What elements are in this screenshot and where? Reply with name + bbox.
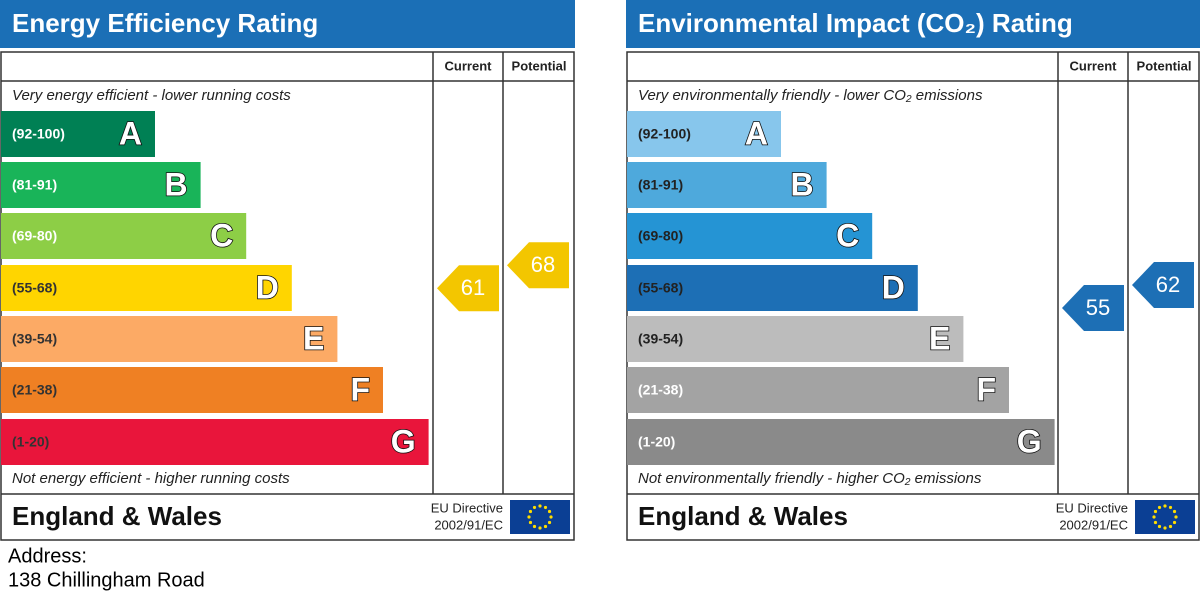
band-letter: G bbox=[1017, 423, 1042, 459]
rating-value: 61 bbox=[461, 275, 485, 300]
band-letter: A bbox=[745, 115, 768, 151]
rating-band bbox=[627, 213, 873, 259]
eu-star bbox=[549, 515, 553, 519]
bottom-caption: Not energy efficient - higher running co… bbox=[12, 470, 290, 487]
address-line: 138 Chillingham Road bbox=[8, 569, 205, 591]
address-label: Address: bbox=[8, 545, 87, 567]
eu-star bbox=[1153, 509, 1158, 514]
eu-star bbox=[547, 520, 552, 525]
band-range: (1-20) bbox=[638, 434, 675, 450]
rating-band bbox=[1, 367, 383, 413]
eu-star bbox=[1174, 515, 1178, 519]
panel-title: Environmental Impact (CO₂) Rating bbox=[638, 8, 1073, 38]
rating-value: 55 bbox=[1086, 295, 1110, 320]
eu-star bbox=[1168, 505, 1173, 510]
panel: Environmental Impact (CO₂) Rating Current… bbox=[626, 0, 1200, 541]
directive-line: EU Directive bbox=[1056, 500, 1128, 515]
band-letter: D bbox=[256, 269, 279, 305]
band-letter: C bbox=[836, 217, 859, 253]
band-letter: F bbox=[350, 371, 370, 407]
eu-star bbox=[532, 505, 537, 510]
column-header: Potential bbox=[512, 58, 567, 73]
eu-star bbox=[532, 524, 537, 529]
eu-star bbox=[1168, 524, 1173, 529]
band-letter: F bbox=[976, 371, 996, 407]
rating-band bbox=[1, 419, 429, 465]
title-bar bbox=[626, 0, 1200, 48]
eu-star bbox=[543, 524, 548, 529]
band-letter: E bbox=[303, 320, 324, 356]
eu-star bbox=[1153, 520, 1158, 525]
band-range: (69-80) bbox=[638, 228, 683, 244]
column-header: Potential bbox=[1137, 58, 1192, 73]
band-letter: G bbox=[391, 423, 416, 459]
band-range: (1-20) bbox=[12, 434, 49, 450]
directive-line: 2002/91/EC bbox=[434, 517, 503, 532]
eu-star bbox=[1157, 524, 1162, 529]
eu-star bbox=[1163, 504, 1167, 508]
top-caption: Very energy efficient - lower running co… bbox=[12, 87, 291, 104]
eu-star bbox=[1163, 526, 1167, 530]
eu-star bbox=[528, 520, 533, 525]
band-range: (21-38) bbox=[638, 382, 683, 398]
column-header: Current bbox=[445, 58, 493, 73]
rating-band bbox=[627, 367, 1009, 413]
rating-arrow bbox=[437, 265, 499, 312]
eu-star bbox=[1172, 509, 1177, 514]
band-range: (81-91) bbox=[12, 177, 57, 193]
eu-star bbox=[547, 509, 552, 514]
panel-title: Energy Efficiency Rating bbox=[12, 8, 318, 38]
band-letter: D bbox=[882, 269, 905, 305]
eu-star bbox=[538, 526, 542, 530]
eu-star bbox=[527, 515, 531, 519]
rating-band bbox=[627, 162, 827, 208]
bottom-caption: Not environmentally friendly - higher CO… bbox=[638, 470, 982, 487]
band-range: (92-100) bbox=[12, 126, 65, 142]
band-range: (55-68) bbox=[12, 280, 57, 296]
rating-band bbox=[627, 419, 1055, 465]
eu-star bbox=[543, 505, 548, 510]
rating-arrow bbox=[507, 242, 569, 289]
band-range: (39-54) bbox=[638, 331, 683, 347]
column-header: Current bbox=[1070, 58, 1118, 73]
directive-line: EU Directive bbox=[431, 500, 503, 515]
title-bar bbox=[0, 0, 575, 48]
rating-band bbox=[1, 162, 201, 208]
rating-value: 68 bbox=[531, 252, 555, 277]
rating-band bbox=[627, 316, 964, 362]
rating-band bbox=[627, 111, 781, 157]
band-letter: E bbox=[929, 320, 950, 356]
eu-star bbox=[1157, 505, 1162, 510]
band-range: (69-80) bbox=[12, 228, 57, 244]
eu-star bbox=[1172, 520, 1177, 525]
top-caption: Very environmentally friendly - lower CO… bbox=[638, 87, 983, 104]
eu-star bbox=[528, 509, 533, 514]
band-range: (39-54) bbox=[12, 331, 57, 347]
eu-star bbox=[1152, 515, 1156, 519]
band-letter: C bbox=[210, 217, 233, 253]
band-letter: B bbox=[790, 166, 813, 202]
band-letter: A bbox=[119, 115, 142, 151]
band-letter: B bbox=[164, 166, 187, 202]
rating-band bbox=[1, 213, 247, 259]
band-range: (55-68) bbox=[638, 280, 683, 296]
rating-arrow bbox=[1062, 285, 1124, 332]
rating-band bbox=[1, 265, 292, 311]
rating-arrow bbox=[1132, 262, 1194, 309]
band-range: (92-100) bbox=[638, 126, 691, 142]
panel: Energy Efficiency Rating Current Potential… bbox=[0, 0, 575, 541]
footer-region: England & Wales bbox=[638, 501, 848, 531]
directive-line: 2002/91/EC bbox=[1059, 517, 1128, 532]
rating-value: 62 bbox=[1156, 272, 1180, 297]
eu-star bbox=[538, 504, 542, 508]
band-range: (21-38) bbox=[12, 382, 57, 398]
rating-band bbox=[627, 265, 918, 311]
band-range: (81-91) bbox=[638, 177, 683, 193]
rating-band bbox=[1, 316, 338, 362]
rating-band bbox=[1, 111, 155, 157]
footer-region: England & Wales bbox=[12, 501, 222, 531]
